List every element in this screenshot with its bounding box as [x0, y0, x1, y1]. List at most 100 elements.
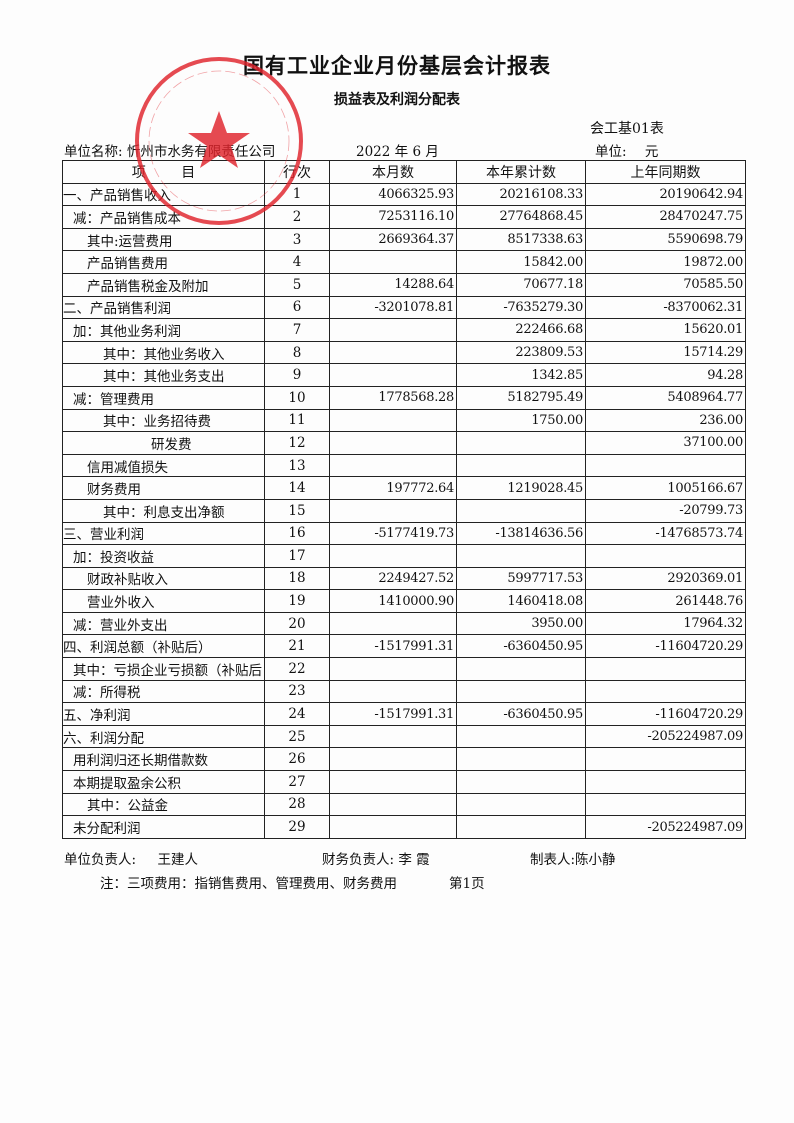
table-row: 其中：其他业务收入 8 223809.53 15714.29: [62, 340, 746, 365]
finance-head: 财务负责人: 李 霞: [322, 852, 430, 868]
row-prior-year: [585, 657, 746, 681]
table-row: 产品销售税金及附加 5 14288.64 70677.18 70585.50: [62, 272, 746, 297]
row-line-no: 29: [264, 815, 330, 839]
row-ytd: -6360450.95: [456, 634, 586, 659]
row-month: [329, 363, 457, 387]
row-line-no: 2: [264, 205, 330, 229]
row-month: [329, 318, 457, 342]
row-line-no: 11: [264, 408, 330, 433]
row-line-no: 25: [264, 724, 330, 749]
table-row: 其中：亏损企业亏损额（补贴后 22: [62, 657, 746, 681]
row-prior-year: -11604720.29: [585, 634, 746, 659]
table-row: 其中:运营费用 3 2669364.37 8517338.63 5590698.79: [62, 227, 746, 252]
currency-unit: 单位: 元: [595, 140, 658, 160]
row-month: 2669364.37: [329, 227, 457, 252]
table-row: 减：管理费用 10 1778568.28 5182795.49 5408964.77: [62, 385, 746, 410]
row-line-no: 5: [264, 272, 330, 297]
row-prior-year: 19872.00: [585, 250, 746, 274]
table-row: 其中：公益金 28: [62, 792, 746, 817]
row-prior-year: 5408964.77: [585, 385, 746, 410]
row-month: 2249427.52: [329, 566, 457, 591]
row-prior-year: 5590698.79: [585, 227, 746, 252]
table-row: 其中：业务招待费 11 1750.00 236.00: [62, 408, 746, 433]
row-line-no: 26: [264, 747, 330, 772]
row-item: 其中：业务招待费: [62, 408, 265, 433]
row-month: 1778568.28: [329, 385, 457, 410]
row-line-no: 15: [264, 498, 330, 523]
row-ytd: [456, 453, 586, 478]
row-item: 本期提取盈余公积: [62, 770, 265, 794]
row-item: 六、利润分配: [62, 724, 265, 749]
row-month: 7253116.10: [329, 205, 457, 229]
unit-name-label: 单位名称:: [64, 144, 123, 160]
table-row: 用利润归还长期借款数 26: [62, 747, 746, 772]
row-item: 减：管理费用: [62, 385, 265, 410]
row-ytd: [456, 544, 586, 568]
currency-label: 单位:: [595, 144, 627, 160]
row-line-no: 3: [264, 227, 330, 252]
table-row: 产品销售费用 4 15842.00 19872.00: [62, 250, 746, 274]
row-ytd: 1219028.45: [456, 476, 586, 500]
row-prior-year: 28470247.75: [585, 205, 746, 229]
row-prior-year: -20799.73: [585, 498, 746, 523]
table-row: 二、产品销售利润 6 -3201078.81 -7635279.30 -8370062.…: [62, 295, 746, 320]
row-item: 财务费用: [62, 476, 265, 500]
table-header: 项 目 行次 本月数 本年累计数 上年同期数: [62, 160, 746, 184]
table-row: 其中：利息支出净额 15 -20799.73: [62, 498, 746, 523]
row-ytd: 70677.18: [456, 272, 586, 297]
table-row: 财政补贴收入 18 2249427.52 5997717.53 2920369.01: [62, 566, 746, 591]
table-row: 六、利润分配 25 -205224987.09: [62, 724, 746, 749]
row-month: [329, 815, 457, 839]
row-ytd: [456, 431, 586, 455]
row-month: [329, 431, 457, 455]
row-item: 产品销售税金及附加: [62, 272, 265, 297]
row-month: [329, 611, 457, 636]
table-row: 五、净利润 24 -1517991.31 -6360450.95 -11604720.2…: [62, 702, 746, 726]
table-row: 减：所得税 23: [62, 679, 746, 704]
row-item: 营业外收入: [62, 589, 265, 613]
preparer: 制表人:陈小静: [530, 852, 616, 868]
row-line-no: 12: [264, 431, 330, 455]
row-line-no: 27: [264, 770, 330, 794]
row-item: 加：投资收益: [62, 544, 265, 568]
unit-name-row: 单位名称: 忻州市水务有限责任公司: [64, 140, 275, 160]
row-prior-year: -205224987.09: [585, 724, 746, 749]
row-line-no: 8: [264, 340, 330, 365]
row-ytd: [456, 792, 586, 817]
table-row: 减：产品销售成本 2 7253116.10 27764868.45 28470247.7…: [62, 205, 746, 229]
row-month: [329, 250, 457, 274]
table-row: 三、营业利润 16 -5177419.73 -13814636.56 -14768573…: [62, 521, 746, 546]
row-month: -1517991.31: [329, 702, 457, 726]
row-month: -1517991.31: [329, 634, 457, 659]
table-row: 加：其他业务利润 7 222466.68 15620.01: [62, 318, 746, 342]
row-item: 信用减值损失: [62, 453, 265, 478]
row-prior-year: 236.00: [585, 408, 746, 433]
row-item: 五、净利润: [62, 702, 265, 726]
table-row: 其中：其他业务支出 9 1342.85 94.28: [62, 363, 746, 387]
form-code: 会工基01表: [590, 121, 664, 137]
row-month: [329, 770, 457, 794]
row-line-no: 21: [264, 634, 330, 659]
row-prior-year: [585, 679, 746, 704]
row-ytd: 20216108.33: [456, 182, 586, 207]
currency-value: 元: [644, 144, 659, 160]
row-item: 三、营业利润: [62, 521, 265, 546]
row-ytd: 27764868.45: [456, 205, 586, 229]
col-line-no: 行次: [264, 160, 330, 184]
row-prior-year: -14768573.74: [585, 521, 746, 546]
row-prior-year: 20190642.94: [585, 182, 746, 207]
row-prior-year: [585, 747, 746, 772]
row-ytd: -13814636.56: [456, 521, 586, 546]
row-month: [329, 657, 457, 681]
row-line-no: 28: [264, 792, 330, 817]
row-month: [329, 340, 457, 365]
row-ytd: 223809.53: [456, 340, 586, 365]
row-line-no: 9: [264, 363, 330, 387]
row-month: 14288.64: [329, 272, 457, 297]
table-row: 未分配利润 29 -205224987.09: [62, 815, 746, 839]
table-row: 加：投资收益 17: [62, 544, 746, 568]
row-prior-year: [585, 453, 746, 478]
table-row: 信用减值损失 13: [62, 453, 746, 478]
row-item: 四、利润总额（补贴后）: [62, 634, 265, 659]
